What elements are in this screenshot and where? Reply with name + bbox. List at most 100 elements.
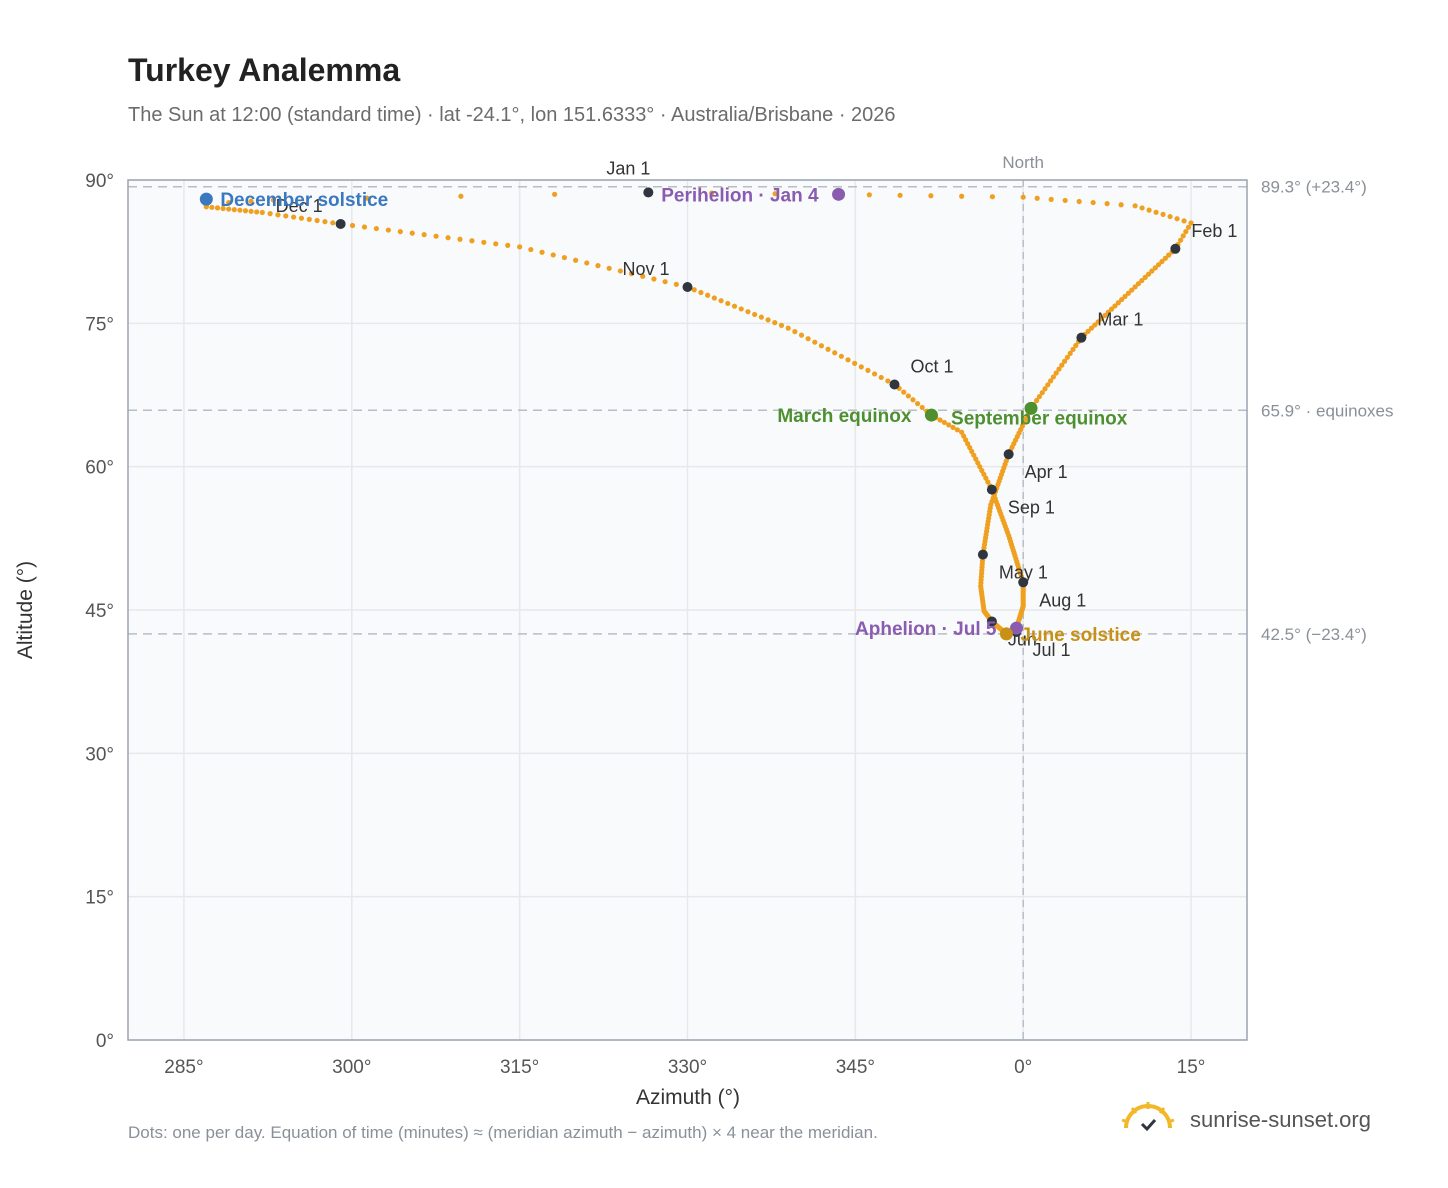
day-dot	[1132, 284, 1138, 290]
day-dot	[493, 241, 499, 247]
brand-text[interactable]: sunrise-sunset.org	[1190, 1107, 1371, 1132]
day-dot	[373, 225, 380, 232]
month-marker	[335, 218, 346, 229]
day-dot	[445, 235, 451, 241]
day-dot	[772, 320, 778, 326]
day-dot	[838, 353, 844, 359]
day-dot	[1112, 303, 1118, 309]
day-dot	[937, 417, 943, 423]
day-dot	[640, 273, 646, 279]
day-dot	[1166, 252, 1172, 258]
day-dot	[457, 236, 463, 242]
y-tick-label: 30°	[85, 744, 114, 765]
day-dot	[963, 437, 969, 443]
x-tick-label: 15°	[1177, 1057, 1206, 1078]
event-label: June solstice	[1020, 625, 1140, 646]
day-dot	[1174, 216, 1180, 222]
day-dot	[397, 229, 403, 235]
day-dot	[885, 378, 891, 384]
day-dot	[1188, 220, 1194, 226]
day-dot	[1181, 218, 1187, 224]
day-dot	[1183, 229, 1189, 235]
day-dot	[738, 306, 744, 312]
day-dot	[805, 336, 811, 342]
event-marker	[199, 192, 213, 206]
day-dot	[1135, 281, 1142, 287]
x-axis-label: Azimuth (°)	[636, 1086, 740, 1109]
day-dot	[421, 232, 427, 238]
day-dot	[469, 238, 475, 244]
day-dot	[1034, 397, 1040, 404]
month-marker	[889, 379, 900, 390]
brand[interactable]: sunrise-sunset.org	[1118, 1100, 1371, 1140]
day-dot	[364, 195, 370, 201]
month-label: May 1	[999, 563, 1048, 583]
day-dot	[950, 424, 956, 430]
day-dot	[214, 205, 221, 211]
day-dot	[985, 479, 991, 485]
day-dot	[248, 198, 254, 204]
day-dot	[1109, 306, 1115, 312]
day-dot	[798, 332, 805, 338]
event-marker	[924, 408, 938, 422]
event-label: September equinox	[951, 408, 1128, 429]
x-tick-label: 330°	[668, 1057, 707, 1078]
day-dot	[977, 464, 983, 470]
month-marker	[1003, 449, 1014, 460]
day-dot	[878, 374, 884, 381]
reference-line-label: 42.5° (−23.4°)	[1261, 625, 1367, 644]
day-dot	[651, 276, 657, 282]
day-dot	[1070, 346, 1076, 353]
day-dot	[1122, 293, 1128, 300]
month-label: Sep 1	[1008, 498, 1055, 518]
day-dot	[865, 367, 871, 373]
day-dot	[1153, 209, 1159, 215]
chart-subtitle: The Sun at 12:00 (standard time) · lat -…	[128, 104, 896, 126]
day-dot	[385, 227, 391, 233]
day-dot	[1039, 390, 1045, 396]
day-dot	[1132, 203, 1138, 209]
x-tick-label: 285°	[164, 1057, 203, 1078]
day-dot	[1119, 296, 1125, 303]
day-dot	[1050, 374, 1057, 380]
day-dot	[1085, 328, 1091, 334]
y-tick-label: 60°	[85, 458, 114, 479]
day-dot	[248, 208, 254, 214]
day-dot	[267, 211, 273, 217]
meridian-label: North	[1002, 153, 1044, 172]
x-tick-label: 300°	[332, 1057, 371, 1078]
day-dot	[709, 190, 715, 196]
day-dot	[1146, 207, 1152, 213]
day-dot	[220, 205, 226, 212]
day-dot	[967, 444, 973, 451]
day-dot	[981, 471, 987, 477]
day-dot	[1062, 358, 1068, 364]
day-dot	[725, 300, 731, 307]
day-dot	[845, 357, 851, 363]
day-dot	[745, 309, 751, 315]
day-dot	[433, 233, 439, 239]
day-dot	[871, 371, 878, 377]
day-dot	[242, 208, 249, 214]
day-dot	[584, 260, 590, 266]
day-dot	[941, 419, 947, 426]
day-dot	[910, 397, 916, 403]
day-dot	[237, 207, 243, 213]
day-dot	[954, 427, 960, 433]
month-marker	[986, 484, 997, 495]
day-dot	[812, 339, 818, 345]
day-dot	[1105, 309, 1111, 315]
day-dot	[919, 404, 925, 411]
y-tick-label: 0°	[96, 1031, 114, 1052]
day-dot	[517, 244, 523, 250]
reference-line-label: 89.3° (+23.4°)	[1261, 178, 1367, 197]
day-dot	[718, 298, 724, 304]
day-dot	[1059, 362, 1065, 368]
day-dot	[552, 191, 558, 197]
day-dot	[1145, 271, 1152, 277]
day-dot	[226, 200, 232, 206]
day-dot	[1139, 277, 1145, 284]
axes: 285° 300° 315° 330° 345° 0° 15° 0° 15° 30° 45° 60° 7…	[85, 171, 1205, 1078]
x-tick-label: 345°	[836, 1057, 875, 1078]
